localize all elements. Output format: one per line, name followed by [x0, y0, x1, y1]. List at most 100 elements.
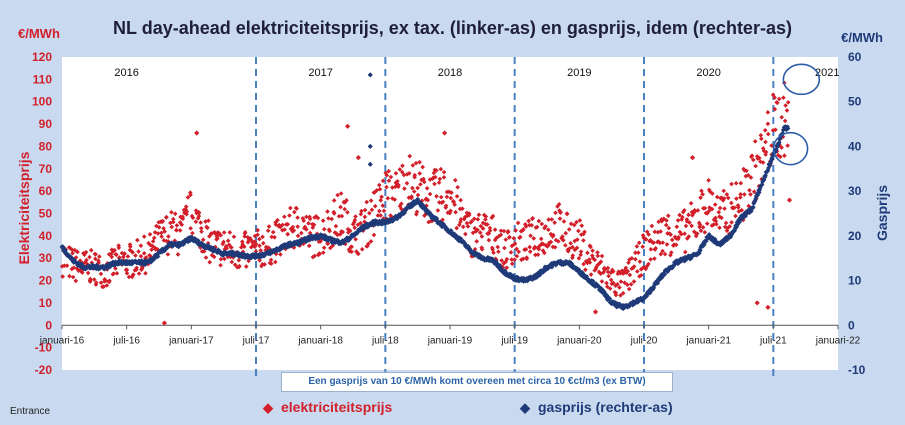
- electricity-point: [607, 286, 613, 291]
- electricity-point: [345, 209, 350, 215]
- electricity-point: [151, 235, 157, 241]
- electricity-point: [282, 214, 287, 220]
- gas-point: [570, 263, 575, 268]
- electricity-point: [304, 214, 309, 220]
- electricity-point: [724, 228, 730, 234]
- electricity-point: [250, 240, 255, 246]
- electricity-point: [214, 234, 220, 239]
- gas-point: [79, 261, 84, 267]
- electricity-point: [558, 209, 563, 215]
- source-label: Entrance: [10, 406, 51, 417]
- electricity-point: [637, 259, 643, 264]
- electricity-point: [735, 203, 741, 208]
- electricity-point: [196, 210, 202, 216]
- electricity-point: [758, 132, 764, 138]
- electricity-point: [698, 195, 703, 201]
- electricity-point: [557, 216, 563, 221]
- electricity-point: [325, 209, 330, 214]
- electricity-point: [534, 224, 540, 230]
- electricity-point: [597, 261, 602, 266]
- electricity-point: [451, 198, 456, 204]
- electricity-point: [706, 208, 712, 214]
- electricity-point: [495, 244, 501, 250]
- electricity-point: [574, 245, 580, 251]
- x-tick-label: juli-21: [759, 335, 787, 346]
- left-tick-label: 90: [39, 117, 53, 131]
- electricity-point: [671, 242, 677, 247]
- electricity-point: [342, 200, 348, 205]
- electricity-point: [237, 263, 242, 269]
- electricity-point: [175, 252, 181, 257]
- conversion-note: Een gasprijs van 10 €/MWh komt overeen m…: [281, 372, 673, 392]
- electricity-point: [257, 236, 262, 242]
- electricity-point: [578, 249, 584, 254]
- electricity-point: [772, 106, 778, 112]
- electricity-point: [689, 155, 696, 161]
- electricity-point: [422, 213, 427, 218]
- electricity-point: [218, 256, 224, 262]
- electricity-point: [371, 232, 377, 238]
- gas-point: [439, 224, 445, 230]
- electricity-point: [501, 228, 507, 234]
- electricity-point: [411, 189, 417, 194]
- electricity-point: [506, 235, 512, 240]
- electricity-point: [565, 249, 571, 254]
- electricity-point: [626, 286, 632, 292]
- electricity-point: [307, 216, 313, 222]
- electricity-point: [492, 227, 498, 232]
- electricity-point: [295, 233, 301, 239]
- electricity-point: [448, 195, 454, 201]
- electricity-point: [469, 218, 475, 224]
- electricity-point: [362, 219, 367, 225]
- electricity-point: [91, 277, 97, 282]
- electricity-point: [188, 226, 193, 231]
- electricity-point: [152, 245, 158, 251]
- electricity-point: [698, 228, 704, 234]
- electricity-point: [535, 252, 541, 257]
- electricity-point: [203, 255, 209, 260]
- electricity-point: [659, 217, 664, 222]
- gas-point: [458, 236, 464, 241]
- electricity-point: [155, 246, 160, 252]
- electricity-point: [147, 232, 153, 237]
- electricity-point: [723, 220, 729, 226]
- electricity-point: [577, 218, 583, 223]
- electricity-point: [412, 172, 418, 178]
- electricity-point: [136, 271, 142, 276]
- electricity-point: [75, 249, 80, 255]
- gas-point: [258, 254, 264, 260]
- electricity-point: [365, 243, 370, 249]
- electricity-point: [585, 250, 590, 256]
- electricity-point: [605, 265, 611, 271]
- left-tick-label: 0: [45, 318, 52, 332]
- electricity-point: [177, 228, 183, 233]
- electricity-point: [546, 217, 551, 222]
- electricity-point: [434, 168, 439, 173]
- electricity-point: [352, 225, 358, 231]
- electricity-point: [198, 220, 203, 225]
- electricity-point: [415, 185, 420, 191]
- electricity-point: [638, 272, 644, 278]
- electricity-point: [508, 250, 514, 255]
- electricity-point: [372, 189, 378, 195]
- electricity-point: [586, 257, 592, 262]
- electricity-point: [477, 230, 483, 235]
- electricity-point: [170, 219, 176, 225]
- electricity-point: [320, 218, 326, 223]
- electricity-point: [634, 244, 640, 249]
- electricity-point: [733, 213, 738, 219]
- electricity-point: [59, 264, 65, 269]
- electricity-point: [164, 214, 169, 220]
- electricity-point: [763, 149, 769, 155]
- electricity-point: [131, 272, 136, 277]
- electricity-point: [476, 212, 482, 218]
- year-label: 2019: [567, 67, 591, 79]
- electricity-point: [778, 154, 783, 160]
- electricity-point: [269, 234, 275, 240]
- gas-point: [215, 247, 221, 253]
- electricity-point: [763, 152, 768, 157]
- electricity-point: [448, 190, 454, 195]
- electricity-point: [419, 177, 424, 183]
- electricity-point: [344, 198, 349, 203]
- electricity-point: [661, 216, 667, 222]
